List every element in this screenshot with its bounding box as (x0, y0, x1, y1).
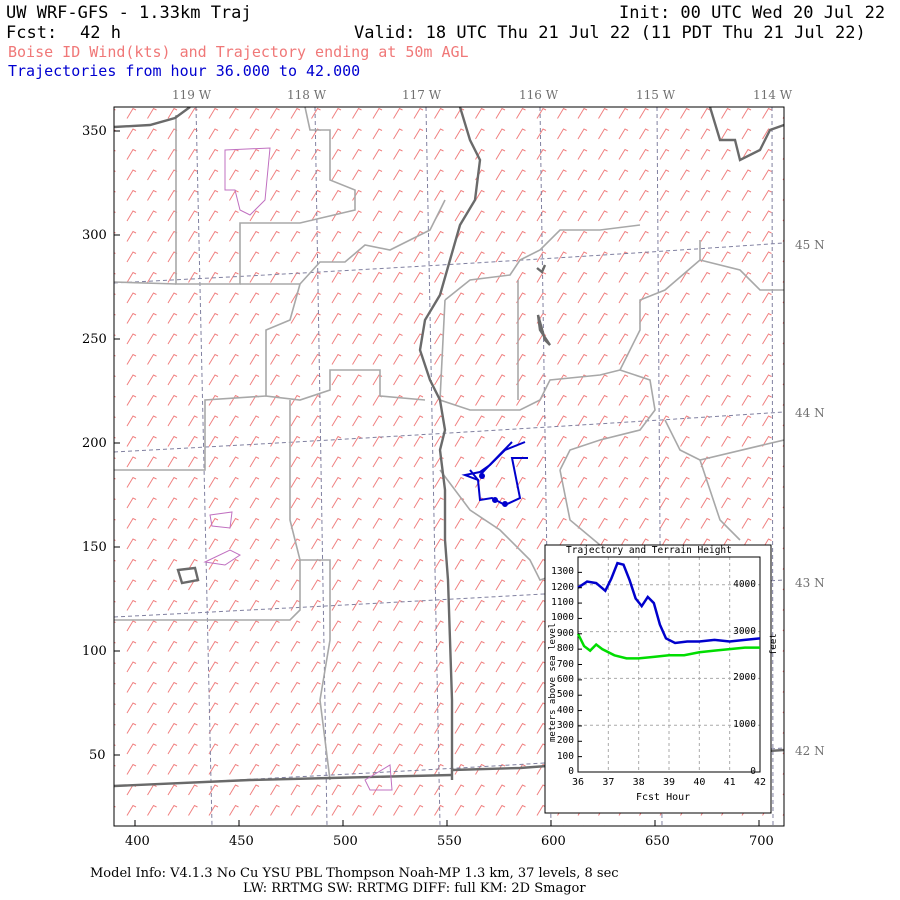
inset-y-tick-label: 200 (556, 735, 574, 747)
terrain-patches (203, 147, 393, 791)
inset-x-tick-label: 36 (572, 777, 585, 788)
wind-subtitle: Boise ID Wind(kts) and Trajectory ending… (8, 43, 469, 61)
inset-frame (544, 544, 772, 814)
trajectory-height-line (577, 561, 761, 645)
inset-y-tick-label: 500 (556, 689, 574, 701)
inset-y-tick-label: 800 (556, 643, 574, 655)
inset-y-tick-label: 100 (556, 750, 574, 762)
inset-y-tick-label: 0 (568, 766, 574, 777)
y-tick-100: 100 (82, 644, 107, 659)
inset-marks (576, 561, 761, 660)
chart-title: UW WRF-GFS - 1.33km Traj (6, 3, 252, 23)
inset-x-tick-label: 38 (632, 777, 645, 788)
lat-43n: 43 N (795, 576, 825, 590)
inset-title: Trajectory and Terrain Height (566, 545, 732, 556)
x-tick-650: 650 (645, 834, 670, 849)
inset-y-tick-label: 400 (556, 704, 574, 716)
inset-ft-tick-label: 3000 (733, 625, 756, 637)
inset-y-tick-label: 700 (556, 658, 574, 670)
inset-y-tick-label: 1100 (551, 597, 574, 609)
lon-117w: 117 W (402, 88, 442, 102)
model-info-line2: LW: RRTMG SW: RRTMG DIFF: full KM: 2D Sm… (243, 881, 586, 896)
y-tick-300: 300 (82, 228, 107, 243)
inset-ylabel-right: feet (769, 633, 779, 655)
inset-y-tick-label: 900 (556, 627, 574, 639)
x-tick-450: 450 (229, 834, 254, 849)
inset-ticks (578, 571, 582, 773)
lon-118w: 118 W (287, 88, 327, 102)
county-borders (114, 107, 784, 781)
inset-ft-tick-label: 0 (750, 766, 756, 777)
x-tick-550: 550 (437, 834, 462, 849)
trajectory-subtitle: Trajectories from hour 36.000 to 42.000 (8, 62, 361, 80)
inset-x-tick-label: 39 (663, 777, 676, 788)
forecast-label: Fcst: (6, 23, 58, 43)
lon-115w: 115 W (636, 88, 676, 102)
inset-x-tick-label: 40 (693, 777, 706, 788)
y-tick-200: 200 (82, 436, 107, 451)
inset-ft-tick-label: 2000 (733, 672, 756, 684)
model-info-line1: Model Info: V4.1.3 No Cu YSU PBL Thompso… (90, 866, 619, 881)
x-tick-400: 400 (125, 834, 150, 849)
lon-116w: 116 W (519, 88, 559, 102)
x-tick-500: 500 (333, 834, 358, 849)
lat-42n: 42 N (795, 744, 825, 758)
inset-y-tick-label: 300 (556, 719, 574, 731)
x-tick-700: 700 (749, 834, 774, 849)
terrain-height-line (576, 633, 760, 660)
x-tick-600: 600 (541, 834, 566, 849)
inset-ft-tick-label: 4000 (733, 578, 756, 590)
y-tick-50: 50 (89, 748, 106, 763)
inset-y-tick-label: 600 (556, 673, 574, 685)
lon-119w: 119 W (172, 88, 212, 102)
inset-ft-tick-label: 1000 (733, 719, 756, 731)
forecast-hours: 42 h (80, 23, 121, 43)
valid-time: Valid: 18 UTC Thu 21 Jul 22 (11 PDT Thu … (354, 23, 866, 43)
trajectory-path (461, 441, 528, 507)
y-tick-250: 250 (82, 332, 107, 347)
y-axis-ticks (114, 130, 120, 756)
inset-x-tick-label: 42 (754, 777, 767, 788)
inset-y-tick-label: 1200 (551, 581, 574, 593)
y-tick-150: 150 (82, 540, 107, 555)
inset-y-tick-label: 1000 (551, 612, 574, 624)
lon-114w: 114 W (753, 88, 793, 102)
y-tick-350: 350 (82, 124, 107, 139)
x-axis-ticks (134, 820, 760, 826)
inset-y-tick-label: 1300 (551, 566, 574, 578)
lat-45n: 45 N (795, 238, 825, 252)
lat-44n: 44 N (795, 406, 825, 420)
inset-xlabel: Fcst Hour (636, 792, 691, 803)
inset-x-tick-label: 41 (723, 777, 736, 788)
inset-x-tick-label: 37 (602, 777, 615, 788)
map-frame (113, 106, 785, 827)
init-time: Init: 00 UTC Wed 20 Jul 22 (619, 3, 886, 23)
